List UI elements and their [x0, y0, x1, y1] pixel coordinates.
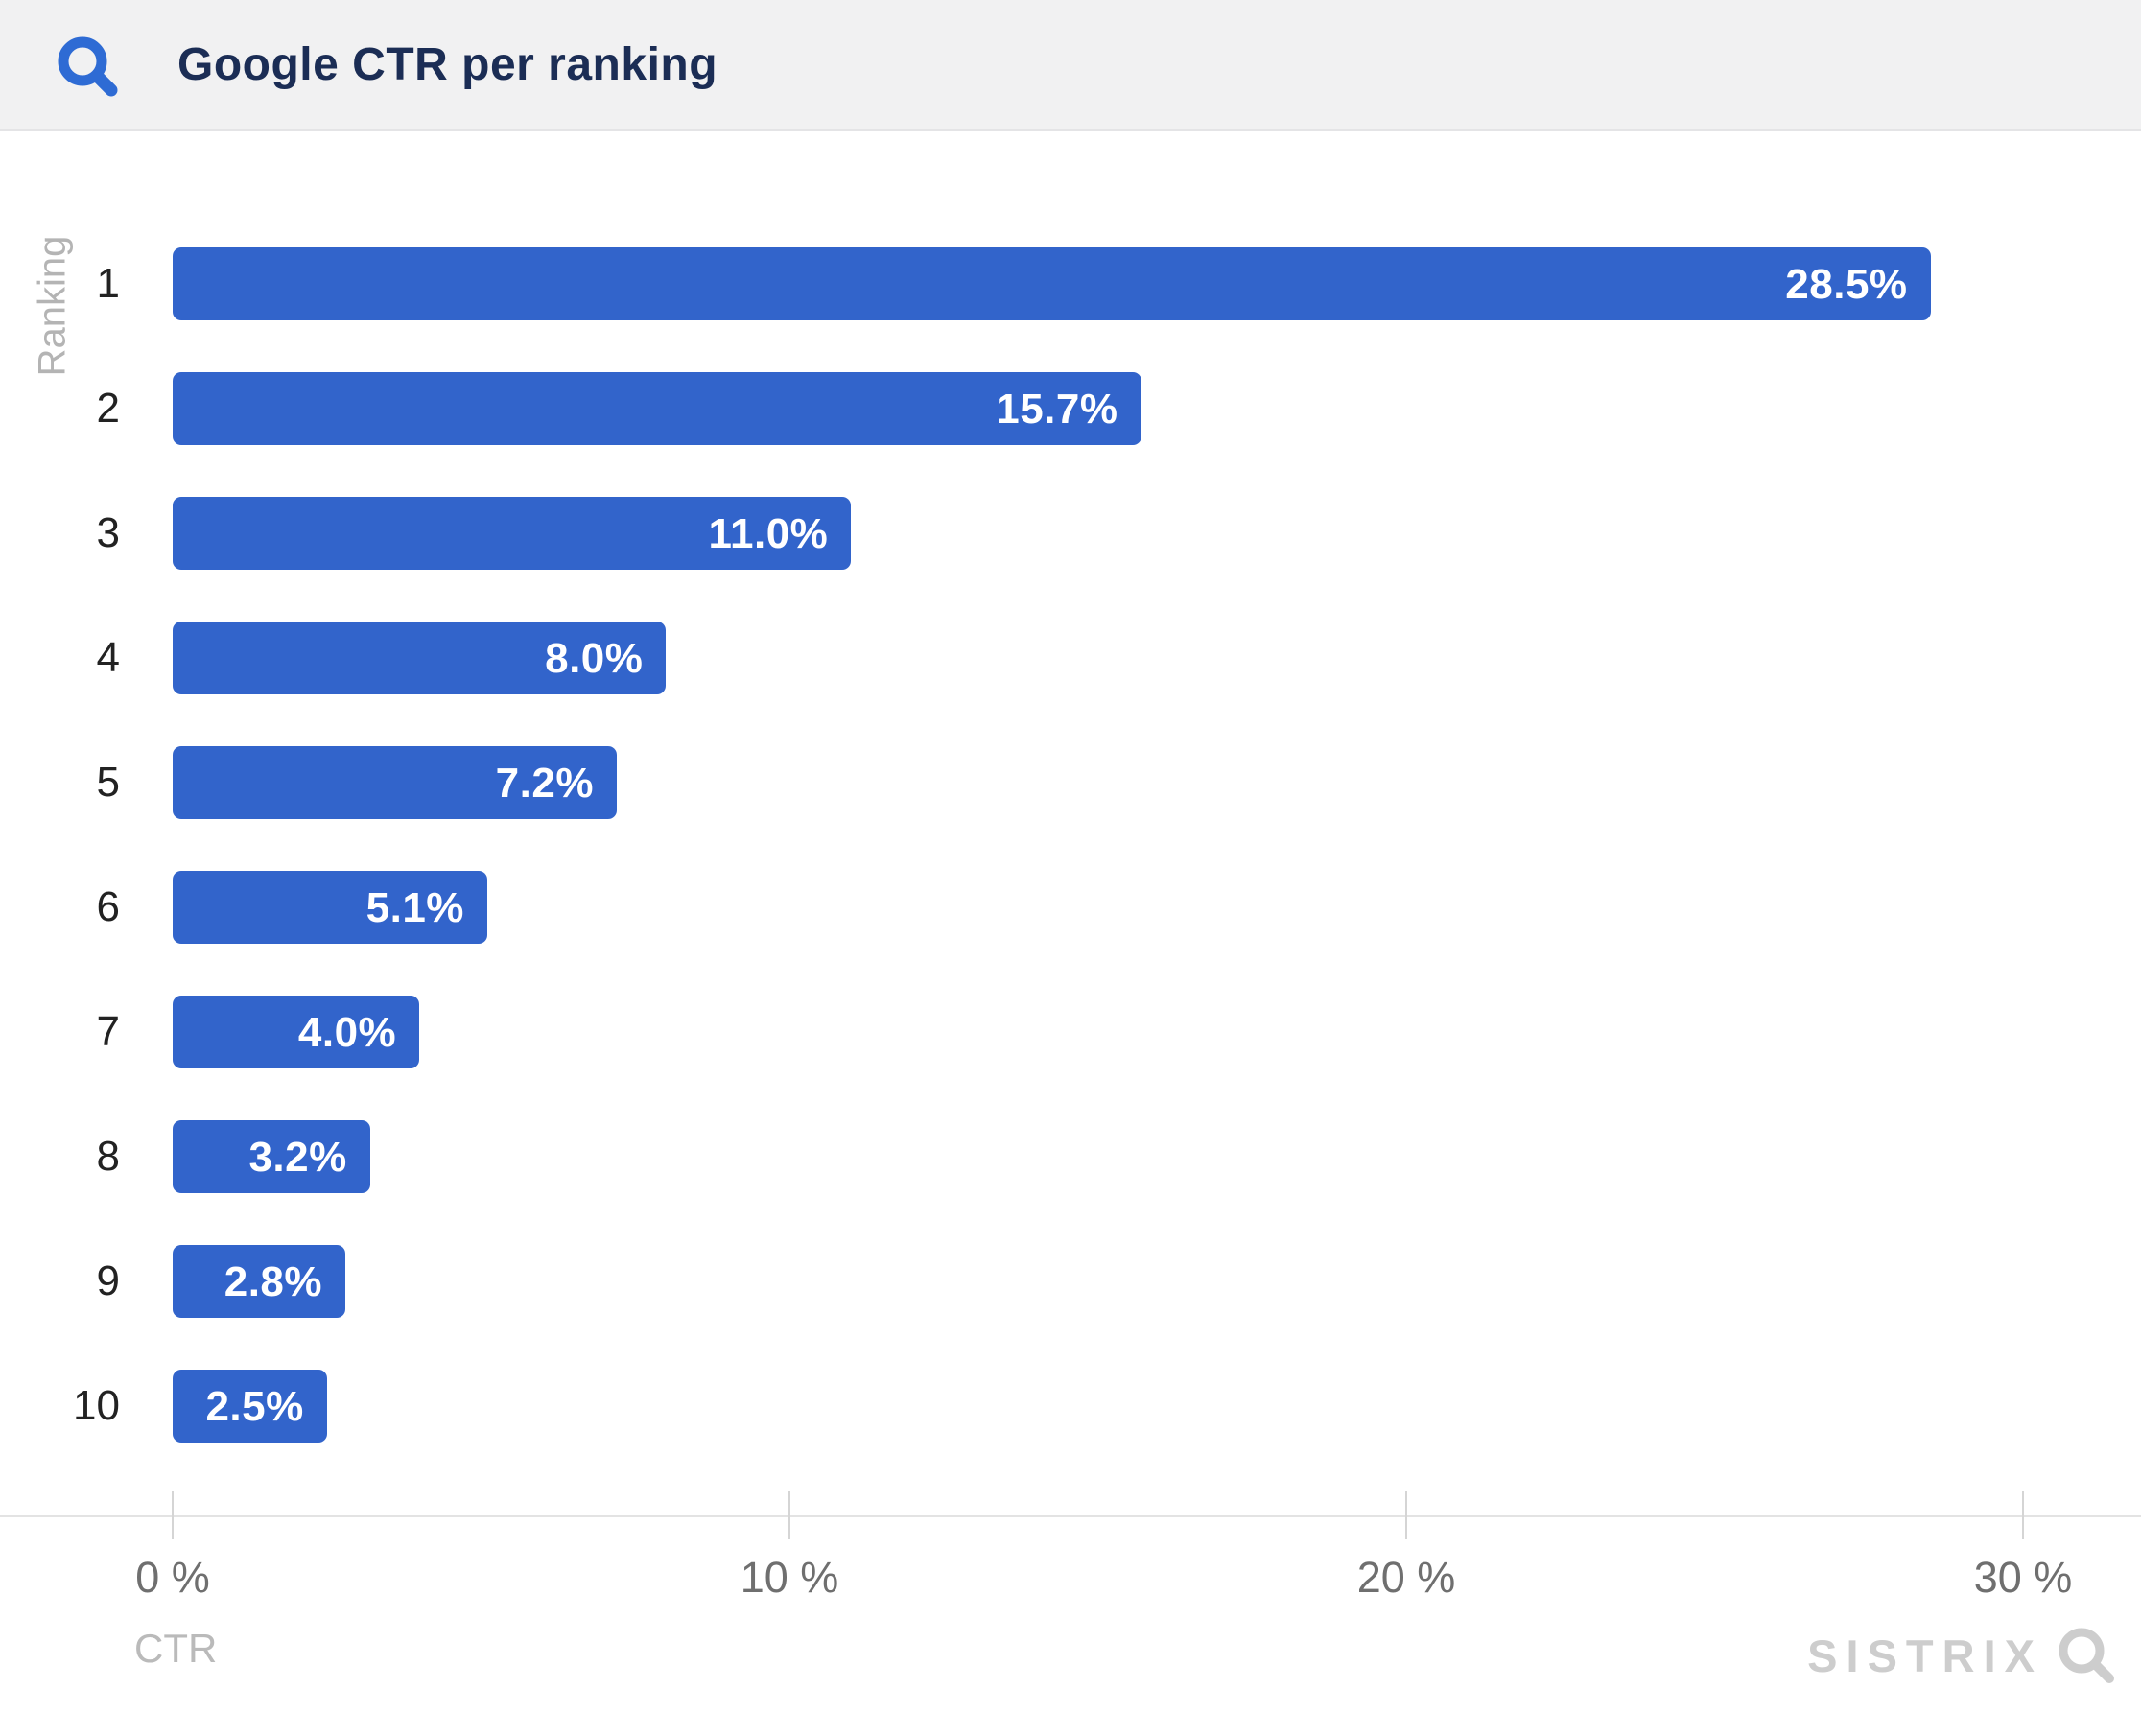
bar-value-label: 2.8%	[224, 1258, 323, 1305]
x-tick-label-30: 30 %	[1973, 1553, 2073, 1602]
bar-value-label: 28.5%	[1785, 261, 1908, 308]
x-tick-mark-20	[1405, 1491, 1407, 1539]
x-axis-label: CTR	[134, 1626, 218, 1671]
bar-rank-9: 2.8%	[173, 1245, 346, 1318]
y-tick-label-1: 1	[96, 260, 120, 307]
bar-rank-6: 5.1%	[173, 871, 487, 944]
chart-header: Google CTR per ranking	[0, 0, 2141, 131]
magnifier-icon	[2059, 1628, 2114, 1683]
brand-name: SISTRIX	[1807, 1630, 2043, 1681]
y-tick-label-8: 8	[96, 1133, 120, 1180]
x-tick-label-20: 20 %	[1356, 1553, 1456, 1602]
bar-rank-8: 3.2%	[173, 1120, 370, 1193]
bar-rank-4: 8.0%	[173, 622, 667, 694]
page-title: Google CTR per ranking	[177, 39, 718, 90]
y-tick-label-7: 7	[96, 1008, 120, 1055]
x-tick-mark-0	[172, 1491, 174, 1539]
bar-rank-1: 28.5%	[173, 247, 1931, 320]
y-tick-label-4: 4	[96, 634, 120, 681]
bar-rank-3: 11.0%	[173, 497, 852, 570]
bar-chart: Ranking 1 28.5% 2 15.7% 3 11.0% 4 8.0% 5 7.2% 6 5.1…	[0, 133, 2141, 1736]
x-tick-mark-30	[2022, 1491, 2024, 1539]
bar-value-label: 3.2%	[248, 1134, 347, 1181]
bar-rank-2: 15.7%	[173, 372, 1141, 445]
y-tick-label-10: 10	[73, 1382, 120, 1429]
x-axis-line	[0, 1515, 2141, 1517]
y-tick-label-9: 9	[96, 1257, 120, 1304]
y-tick-label-6: 6	[96, 883, 120, 930]
y-tick-label-5: 5	[96, 759, 120, 806]
bar-rank-7: 4.0%	[173, 996, 420, 1068]
y-tick-label-3: 3	[96, 509, 120, 556]
bar-value-label: 4.0%	[297, 1009, 397, 1056]
x-tick-mark-10	[788, 1491, 790, 1539]
y-tick-label-2: 2	[96, 385, 120, 432]
bar-rank-10: 2.5%	[173, 1370, 327, 1443]
bar-value-label: 5.1%	[365, 884, 464, 931]
bar-value-label: 15.7%	[996, 386, 1118, 433]
bar-value-label: 8.0%	[545, 635, 644, 682]
bar-value-label: 7.2%	[495, 760, 594, 807]
search-icon	[58, 36, 118, 97]
x-tick-label-0: 0 %	[135, 1553, 210, 1602]
bar-value-label: 2.5%	[205, 1383, 304, 1430]
x-tick-label-10: 10 %	[740, 1553, 839, 1602]
bar-value-label: 11.0%	[708, 510, 829, 557]
brand-logo: SISTRIX	[1807, 1626, 2116, 1685]
bar-rank-5: 7.2%	[173, 746, 617, 819]
